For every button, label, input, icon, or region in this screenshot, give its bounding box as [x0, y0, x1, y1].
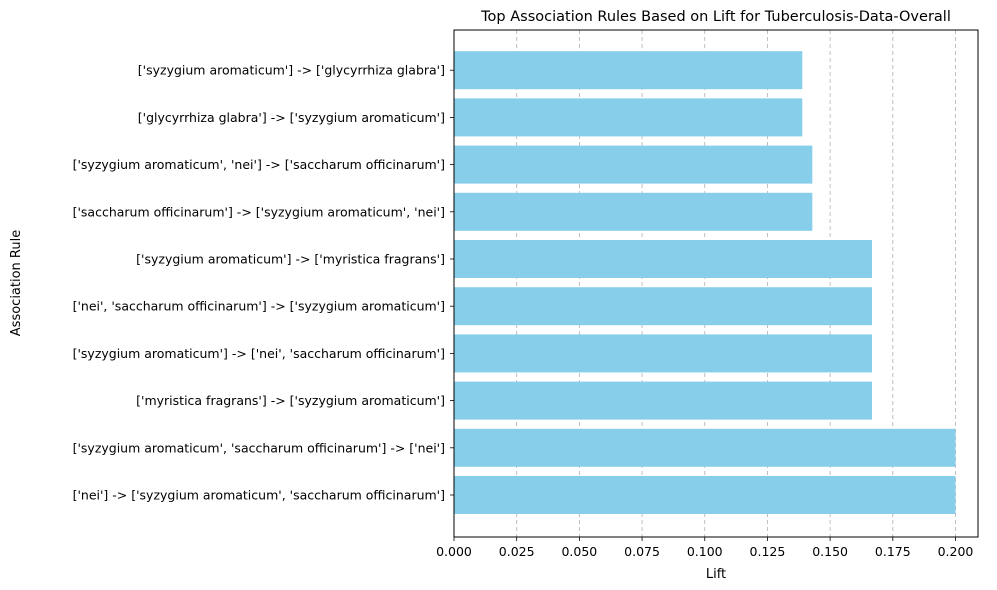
plot-frame — [453, 29, 979, 538]
bar — [454, 98, 803, 137]
x-axis-label: Lift — [706, 567, 726, 582]
bar — [454, 192, 813, 231]
x-tick-label: 0.075 — [624, 544, 660, 559]
bars — [454, 51, 956, 514]
y-tick-label: ['syzygium aromaticum'] -> ['myristica f… — [136, 252, 445, 267]
y-tick-label: ['nei'] -> ['syzygium aromaticum', 'sacc… — [73, 488, 445, 503]
y-axis-label: Association Rule — [9, 230, 24, 336]
x-tick-label: 0.125 — [750, 544, 786, 559]
bar — [454, 287, 873, 326]
x-tick-label: 0.200 — [938, 544, 974, 559]
x-tick-label: 0.175 — [875, 544, 911, 559]
x-tick-label: 0.050 — [561, 544, 597, 559]
y-tick-label: ['nei', 'saccharum officinarum'] -> ['sy… — [73, 299, 445, 314]
y-tick-label: ['syzygium aromaticum'] -> ['nei', 'sacc… — [73, 346, 445, 361]
y-tick-label: ['glycyrrhiza glabra'] -> ['syzygium aro… — [138, 110, 445, 125]
y-tick-label: ['myristica fragrans'] -> ['syzygium aro… — [136, 393, 445, 408]
x-tick-label: 0.150 — [812, 544, 848, 559]
bar — [454, 145, 813, 184]
y-tick-label: ['saccharum officinarum'] -> ['syzygium … — [73, 204, 445, 219]
x-tick-label: 0.100 — [687, 544, 723, 559]
bar — [454, 428, 956, 467]
x-tick-label: 0.025 — [499, 544, 535, 559]
bar — [454, 240, 873, 278]
x-tick-label: 0.000 — [436, 544, 472, 559]
y-tick-label: ['syzygium aromaticum', 'nei'] -> ['sacc… — [73, 157, 445, 172]
bar — [454, 334, 873, 373]
bar — [454, 381, 873, 420]
y-tick-label: ['syzygium aromaticum', 'saccharum offic… — [73, 440, 445, 455]
bar — [454, 476, 956, 514]
y-tick-label: ['syzygium aromaticum'] -> ['glycyrrhiza… — [138, 63, 445, 78]
y-tick-labels: ['nei'] -> ['syzygium aromaticum', 'sacc… — [73, 63, 454, 503]
chart-title: Top Association Rules Based on Lift for … — [480, 9, 951, 25]
bar — [454, 51, 803, 90]
x-tick-labels: 0.000 0.025 0.050 0.075 0.100 0.125 0.150 0.175… — [436, 537, 973, 559]
